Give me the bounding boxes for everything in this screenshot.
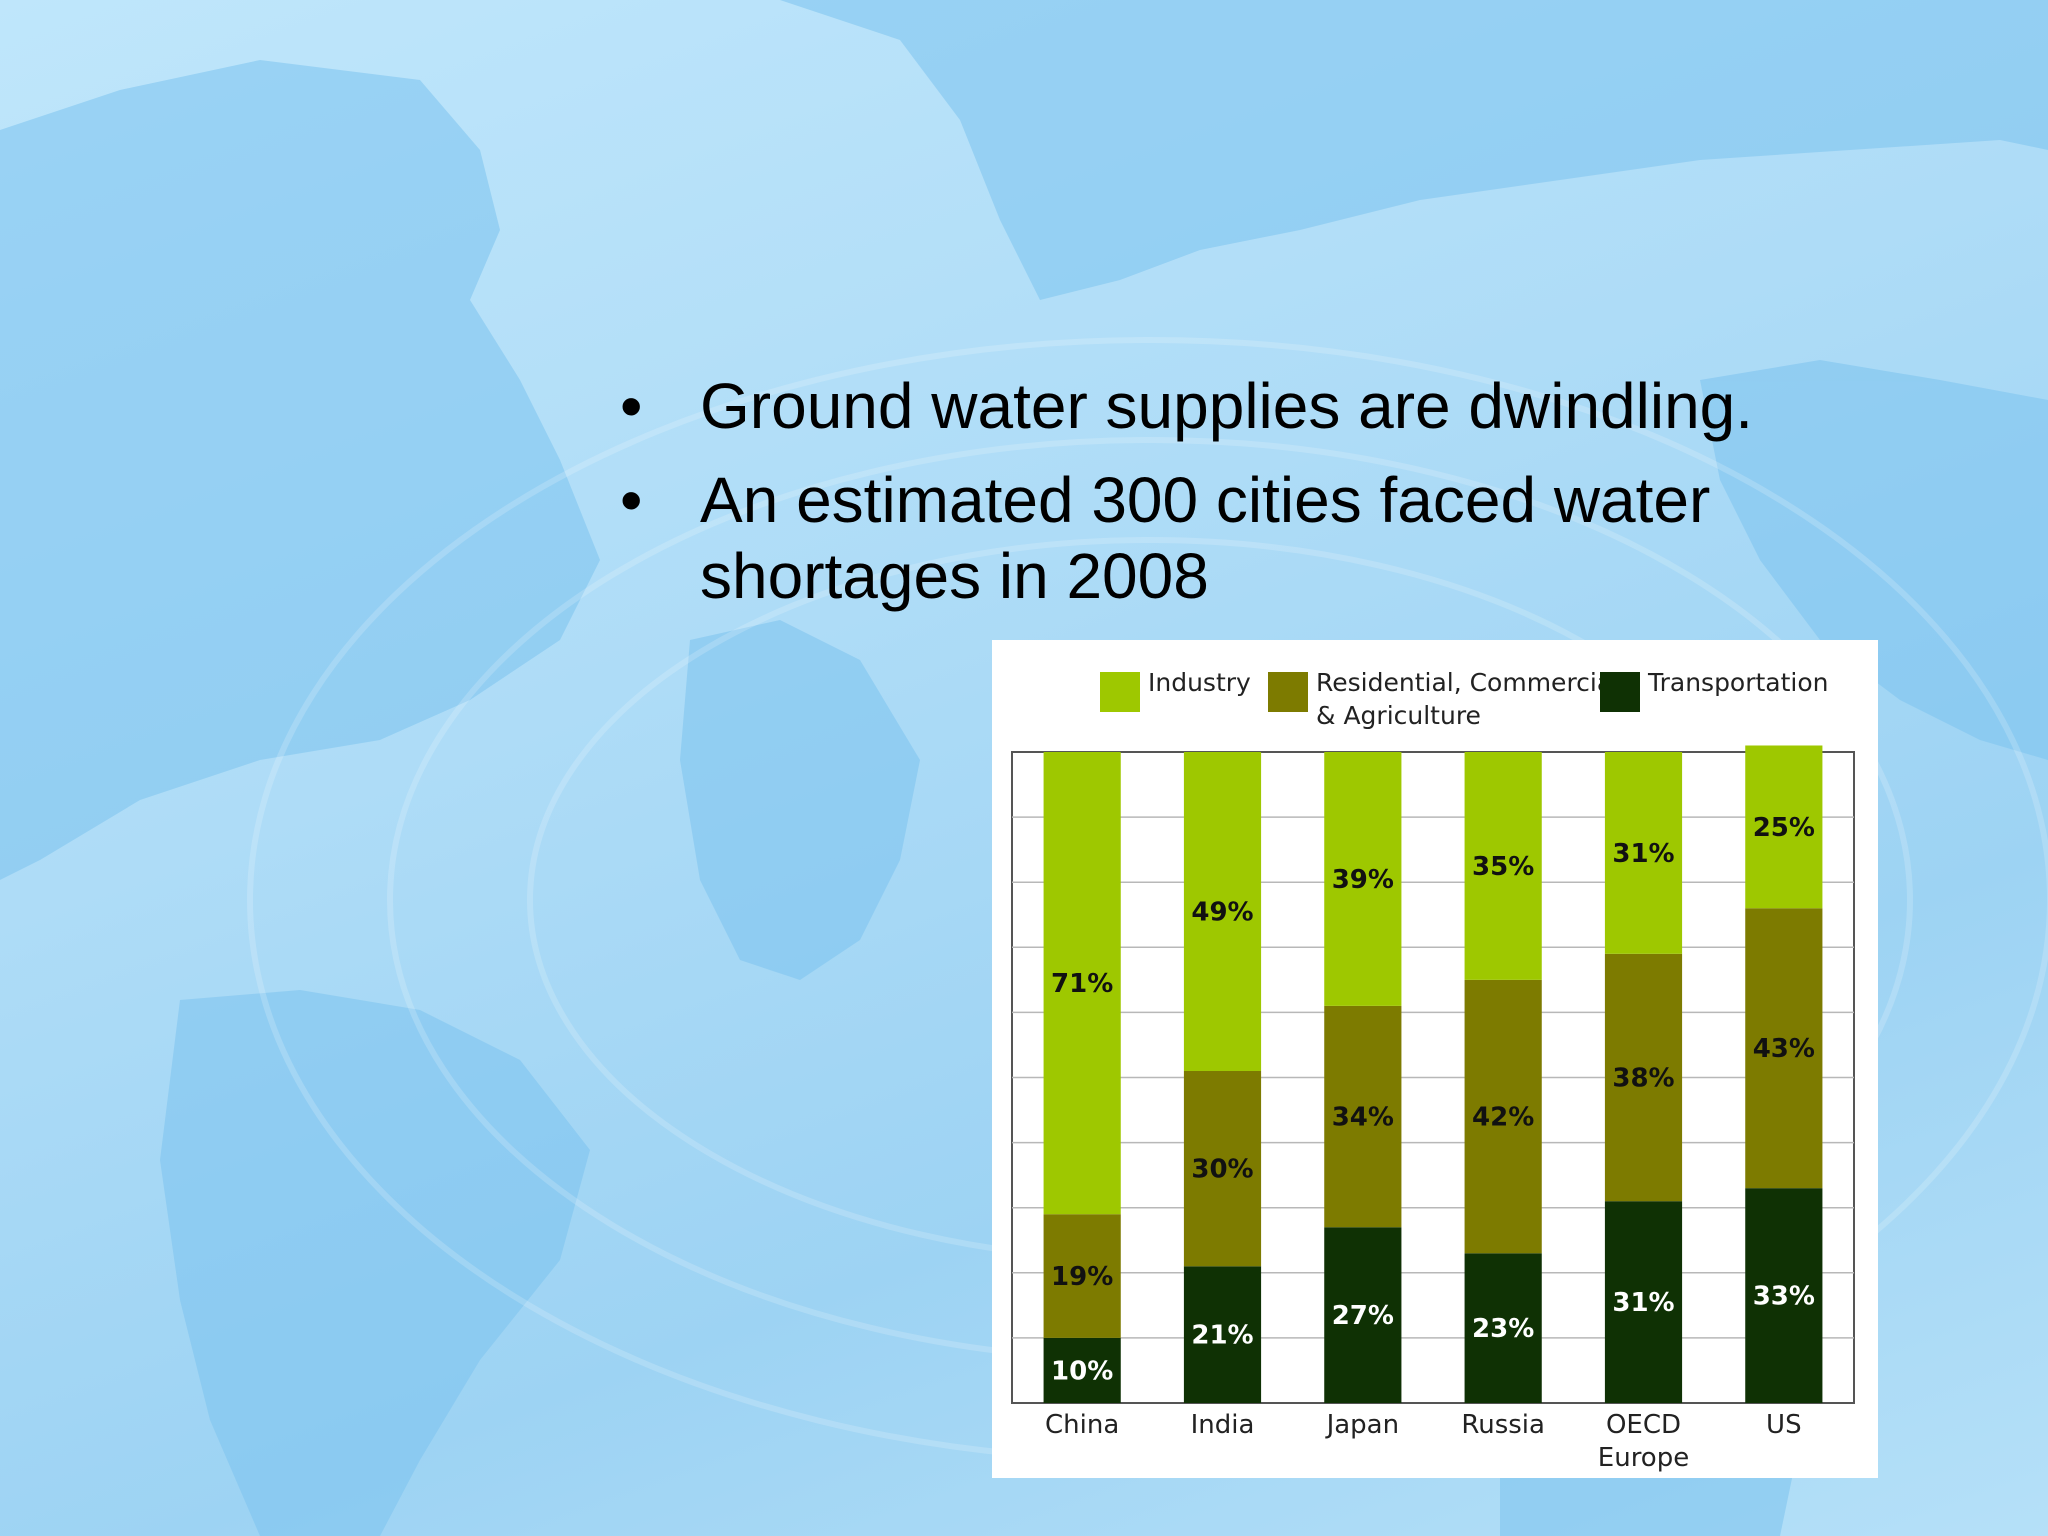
bar-industry [1043, 752, 1121, 1215]
data-label-residential: 30% [1191, 1155, 1253, 1185]
data-label-residential: 38% [1612, 1064, 1674, 1094]
x-tick-label: Russia [1461, 1410, 1545, 1440]
bullet-text: An estimated 300 cities faced water shor… [700, 464, 1711, 612]
legend-swatch-transportation [1600, 672, 1640, 712]
legend-label-industry: Industry [1148, 668, 1251, 697]
legend-label-residential: & Agriculture [1316, 701, 1481, 730]
bar-residential [1604, 953, 1683, 1202]
bullet-item: • An estimated 300 cities faced water sh… [620, 462, 1920, 614]
data-label-residential: 34% [1332, 1103, 1394, 1133]
bar-transportation [1745, 1188, 1823, 1403]
stacked-bar-chart: 10% 19% 71% China 21% 30% 49% India 27% 34% 39% Jap… [992, 640, 1878, 1478]
data-label-industry: 25% [1753, 813, 1815, 843]
data-label-industry: 31% [1612, 839, 1674, 869]
data-label-transportation: 33% [1753, 1282, 1815, 1312]
data-label-residential: 43% [1753, 1034, 1815, 1064]
data-label-industry: 71% [1051, 969, 1113, 999]
legend-label-transportation: Transportation [1647, 668, 1829, 697]
bar-industry [1745, 745, 1823, 909]
chart-svg: 10% 19% 71% China 21% 30% 49% India 27% 34% 39% Jap… [1011, 668, 1855, 1473]
data-label-residential: 42% [1472, 1103, 1534, 1133]
legend-swatch-residential [1268, 672, 1308, 712]
bar-transportation [1183, 1266, 1262, 1403]
data-label-transportation: 21% [1191, 1321, 1253, 1351]
bar-industry [1464, 752, 1542, 980]
bar-industry [1604, 752, 1683, 954]
bullet-dot: • [620, 464, 643, 536]
legend-swatch-industry [1100, 672, 1140, 712]
x-tick-label: China [1045, 1410, 1119, 1440]
x-tick-label: US [1766, 1410, 1802, 1440]
bar-transportation [1043, 1337, 1121, 1403]
bar-transportation [1324, 1227, 1402, 1403]
bar-industry [1324, 752, 1402, 1006]
x-tick-label: Europe [1598, 1443, 1689, 1473]
legend-label-residential: Residential, Commercial [1316, 668, 1619, 697]
bar-transportation [1604, 1201, 1683, 1403]
data-label-industry: 49% [1191, 897, 1253, 927]
bar-industry [1183, 752, 1262, 1071]
bar-residential [1745, 908, 1823, 1189]
bar-residential [1183, 1070, 1262, 1267]
data-label-residential: 19% [1051, 1262, 1113, 1292]
data-label-transportation: 27% [1332, 1301, 1394, 1331]
x-tick-label: OECD [1606, 1410, 1681, 1440]
bar-residential [1324, 1005, 1402, 1228]
data-label-transportation: 10% [1051, 1356, 1113, 1386]
bullet-dot: • [620, 370, 643, 442]
x-tick-label: India [1191, 1410, 1255, 1440]
data-label-industry: 39% [1332, 865, 1394, 895]
data-label-transportation: 31% [1612, 1288, 1674, 1318]
data-label-industry: 35% [1472, 852, 1534, 882]
data-label-transportation: 23% [1472, 1314, 1534, 1344]
bar-residential [1464, 979, 1542, 1254]
x-tick-label: Japan [1325, 1410, 1400, 1440]
bar-residential [1043, 1214, 1121, 1338]
bullet-list: • Ground water supplies are dwindling. •… [620, 368, 1920, 632]
bullet-item: • Ground water supplies are dwindling. [620, 368, 1920, 444]
bar-transportation [1464, 1253, 1542, 1403]
bullet-text: Ground water supplies are dwindling. [700, 370, 1754, 442]
